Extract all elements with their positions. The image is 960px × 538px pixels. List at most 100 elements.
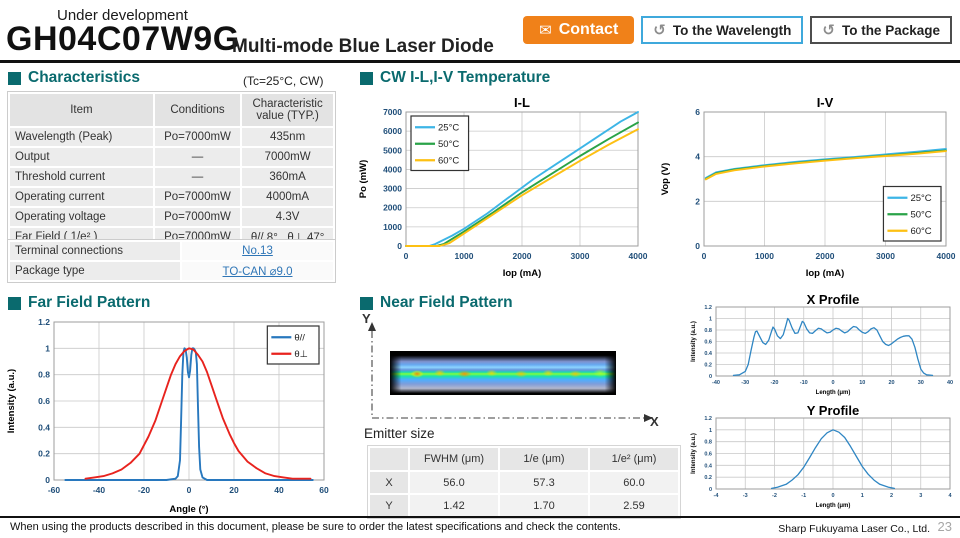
svg-text:Iop (mA): Iop (mA) (806, 268, 845, 278)
table-cell: 360mA (240, 166, 335, 188)
svg-text:Angle (°): Angle (°) (169, 504, 208, 514)
svg-text:1: 1 (709, 428, 712, 434)
column-header: 1/e (μm) (498, 446, 590, 472)
svg-text:-20: -20 (771, 380, 779, 386)
table-cell: — (152, 166, 243, 188)
svg-text:-20: -20 (138, 485, 151, 495)
svg-text:-30: -30 (741, 380, 749, 386)
characteristics-links-table: Terminal connections No.13 Package type … (7, 239, 336, 283)
svg-text:7000: 7000 (383, 107, 402, 117)
footer-company: Sharp Fukuyama Laser Co., Ltd. (778, 523, 930, 535)
svg-text:0.2: 0.2 (704, 362, 712, 368)
characteristics-heading-label: Characteristics (28, 69, 141, 86)
table-cell: Po=7000mW (152, 126, 243, 148)
to-package-button[interactable]: ↺ To the Package (810, 16, 952, 44)
characteristics-heading: Characteristics (8, 69, 140, 87)
svg-text:0.2: 0.2 (38, 449, 50, 459)
svg-text:0.6: 0.6 (38, 396, 50, 406)
emitter-size-title: Emitter size (364, 426, 435, 441)
table-cell: 2.59 (588, 493, 680, 518)
svg-text:2000: 2000 (513, 251, 532, 261)
svg-text:0.6: 0.6 (704, 451, 712, 457)
near-field-heading-label: Near Field Pattern (380, 294, 513, 311)
near-field-heading: Near Field Pattern (360, 294, 513, 312)
column-header: 1/e² (μm) (588, 446, 680, 472)
contact-button[interactable]: ✉ Contact (523, 16, 635, 44)
svg-text:10: 10 (859, 380, 865, 386)
svg-text:I-V: I-V (817, 95, 834, 110)
table-cell: Threshold current (8, 166, 155, 188)
column-header: Conditions (152, 92, 243, 128)
to-wavelength-button[interactable]: ↺ To the Wavelength (641, 16, 804, 44)
package-type-label: Package type (8, 260, 182, 282)
svg-text:I-L: I-L (514, 95, 530, 110)
back-arrow-icon: ↺ (822, 21, 835, 39)
table-cell: 57.3 (498, 470, 590, 495)
svg-text:Intensity (a.u.): Intensity (a.u.) (6, 369, 17, 433)
page-number: 23 (937, 519, 952, 534)
section-square-icon (8, 71, 21, 85)
cw-temperature-heading: CW I-L,I-V Temperature (360, 69, 550, 87)
characteristics-table: Item Conditions Characteristic value (TYP.… (7, 91, 336, 249)
svg-text:4: 4 (695, 152, 700, 162)
footer-divider (0, 516, 960, 518)
il-chart: 0 1000 2000 3000 4000 0 1000 2000 3000 4000 5000 60… (356, 94, 648, 279)
table-row: Operating current Po=7000mW 4000mA (8, 186, 335, 208)
table-row: Wavelength (Peak) Po=7000mW 435nm (8, 126, 335, 148)
product-model-title: GH04C07W9G (6, 20, 240, 58)
column-header: Item (8, 92, 155, 128)
svg-text:θ⊥: θ⊥ (294, 349, 308, 360)
svg-text:1000: 1000 (755, 251, 774, 261)
svg-text:-40: -40 (93, 485, 106, 495)
package-type-link[interactable]: TO-CAN ⌀9.0 (222, 266, 293, 278)
svg-text:20: 20 (888, 380, 894, 386)
table-cell: X (368, 470, 410, 495)
terminal-connections-link[interactable]: No.13 (242, 245, 273, 257)
table-cell: Operating voltage (8, 206, 155, 228)
svg-text:4000: 4000 (383, 164, 402, 174)
svg-text:50°C: 50°C (910, 210, 931, 221)
svg-text:25°C: 25°C (438, 123, 459, 134)
svg-text:0.4: 0.4 (704, 463, 713, 469)
table-cell: Operating current (8, 186, 155, 208)
near-field-y-axis-label: Y (362, 311, 371, 326)
svg-text:60°C: 60°C (910, 226, 931, 237)
table-row: Terminal connections No.13 (8, 240, 335, 262)
svg-text:X Profile: X Profile (807, 292, 860, 307)
table-cell: Y (368, 493, 410, 518)
svg-text:-4: -4 (714, 493, 720, 499)
table-cell: Po=7000mW (152, 206, 243, 228)
terminal-connections-label: Terminal connections (8, 240, 182, 262)
table-row: Y 1.42 1.70 2.59 (368, 493, 680, 518)
table-cell: 60.0 (588, 470, 680, 495)
svg-text:0: 0 (831, 380, 834, 386)
table-row: X 56.0 57.3 60.0 (368, 470, 680, 495)
svg-text:1.2: 1.2 (704, 416, 712, 422)
svg-text:Y Profile: Y Profile (807, 403, 860, 418)
svg-text:Length (μm): Length (μm) (816, 390, 851, 396)
far-field-heading: Far Field Pattern (8, 294, 150, 312)
svg-text:4000: 4000 (937, 251, 956, 261)
table-cell: Output (8, 146, 155, 168)
table-cell: 435nm (240, 126, 335, 148)
near-field-x-axis-label: X (650, 414, 659, 429)
section-square-icon (360, 71, 373, 85)
svg-text:30: 30 (918, 380, 924, 386)
far-field-chart: -60 -40 -20 0 20 40 60 0 0.2 0.4 0.6 0.8 1 1.2 Angle (… (4, 314, 334, 515)
svg-text:0: 0 (45, 475, 50, 485)
svg-text:0.8: 0.8 (704, 328, 712, 334)
table-row: Operating voltage Po=7000mW 4.3V (8, 206, 335, 228)
column-header: FWHM (μm) (408, 446, 500, 472)
svg-text:1000: 1000 (455, 251, 474, 261)
svg-text:-2: -2 (772, 493, 777, 499)
svg-text:25°C: 25°C (910, 193, 931, 204)
svg-text:5000: 5000 (383, 145, 402, 155)
svg-text:Intensity (a.u.): Intensity (a.u.) (691, 321, 697, 362)
column-header: Characteristic value (TYP.) (240, 92, 335, 128)
svg-text:3: 3 (919, 493, 922, 499)
far-field-heading-label: Far Field Pattern (28, 294, 151, 311)
svg-text:2000: 2000 (816, 251, 835, 261)
svg-text:0.2: 0.2 (704, 475, 712, 481)
svg-text:-60: -60 (48, 485, 61, 495)
